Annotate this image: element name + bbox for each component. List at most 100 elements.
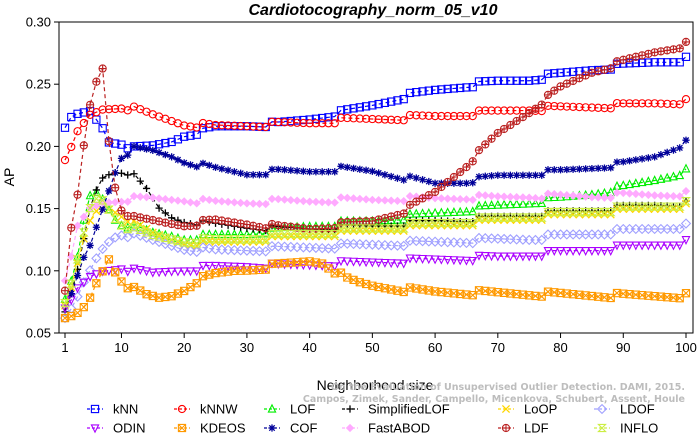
data-point — [437, 85, 446, 94]
data-point — [130, 170, 138, 178]
legend-label: LDOF — [620, 402, 655, 417]
data-point — [449, 221, 458, 230]
legend-marker — [267, 403, 277, 413]
data-point — [662, 241, 672, 251]
data-point — [487, 106, 496, 115]
data-point — [292, 196, 302, 205]
data-point — [656, 58, 666, 67]
data-point — [172, 236, 183, 246]
data-point — [155, 148, 163, 157]
data-point — [448, 218, 459, 228]
data-point — [274, 194, 283, 204]
data-point — [142, 192, 151, 202]
data-point — [675, 44, 684, 53]
data-point — [355, 257, 365, 267]
data-point — [681, 236, 691, 246]
data-point — [637, 99, 647, 108]
data-point — [549, 207, 560, 217]
data-point — [261, 264, 271, 274]
data-point — [467, 238, 478, 249]
data-point — [499, 124, 509, 134]
data-point — [449, 256, 459, 266]
legend: kNN kNNW LOF SimplifiedLOF LoOP LDOF ODIN KDEOS… — [87, 402, 658, 434]
data-point — [386, 259, 396, 269]
data-point — [73, 190, 82, 199]
data-point — [92, 207, 101, 216]
x-tick-label: 60 — [428, 340, 442, 355]
data-point — [66, 279, 77, 288]
data-point — [674, 202, 685, 211]
data-point — [204, 243, 215, 254]
data-point — [531, 193, 540, 203]
data-point — [249, 199, 258, 208]
data-point — [525, 76, 534, 85]
data-point — [536, 234, 547, 246]
data-point — [493, 252, 503, 262]
data-point — [154, 140, 164, 149]
data-point — [311, 197, 321, 207]
data-point — [586, 207, 597, 217]
data-point — [631, 189, 640, 199]
data-point — [343, 113, 352, 123]
data-point — [129, 191, 139, 201]
data-point — [142, 184, 151, 193]
data-point — [480, 213, 491, 222]
data-point — [374, 99, 383, 109]
data-point — [192, 123, 201, 132]
data-point — [331, 168, 339, 176]
data-point — [512, 199, 522, 209]
data-point — [179, 238, 190, 247]
x-tick-label: 1 — [61, 340, 68, 355]
data-point — [474, 190, 484, 200]
data-point — [367, 224, 378, 233]
data-point — [437, 111, 446, 121]
data-point — [450, 179, 458, 187]
data-point — [111, 268, 120, 277]
legend-item-odin: ODIN — [87, 421, 146, 434]
data-point — [104, 255, 114, 264]
data-point — [223, 121, 233, 130]
data-point — [223, 229, 233, 239]
data-point — [255, 171, 264, 179]
data-point — [99, 205, 107, 213]
data-point — [481, 191, 490, 200]
data-point — [117, 277, 126, 286]
data-point — [512, 192, 521, 202]
data-point — [499, 192, 509, 201]
data-point — [85, 203, 96, 213]
data-point — [481, 106, 490, 115]
data-point — [649, 202, 660, 211]
y-axis-label: AP — [1, 168, 17, 187]
data-point — [236, 229, 246, 239]
data-point — [606, 193, 615, 203]
data-point — [336, 257, 346, 267]
data-point — [556, 190, 565, 199]
data-point — [211, 237, 220, 246]
data-point — [431, 179, 439, 187]
watermark-line-1: Campos, Zimek, Sander, Campello, Micenko… — [303, 394, 685, 405]
data-point — [368, 114, 377, 124]
data-point — [92, 77, 101, 86]
data-point — [324, 113, 333, 122]
data-point — [563, 165, 571, 174]
y-tick-label: 0.15 — [26, 201, 51, 216]
data-point — [242, 199, 252, 208]
data-point — [122, 224, 133, 234]
data-point — [449, 207, 459, 216]
data-point — [669, 58, 678, 67]
data-point — [174, 156, 182, 164]
data-point — [116, 230, 127, 241]
data-point — [637, 202, 648, 211]
legend-item-cof: COF — [264, 421, 318, 434]
y-tick-label: 0.30 — [26, 15, 51, 30]
legend-item-lof: LOF — [264, 402, 315, 417]
data-point — [160, 267, 170, 277]
data-point — [430, 218, 441, 228]
data-point — [117, 206, 126, 215]
data-point — [423, 218, 434, 228]
data-point — [186, 161, 195, 169]
data-point — [436, 255, 446, 265]
data-point — [249, 171, 257, 179]
data-point — [343, 105, 352, 114]
data-point — [405, 218, 415, 228]
